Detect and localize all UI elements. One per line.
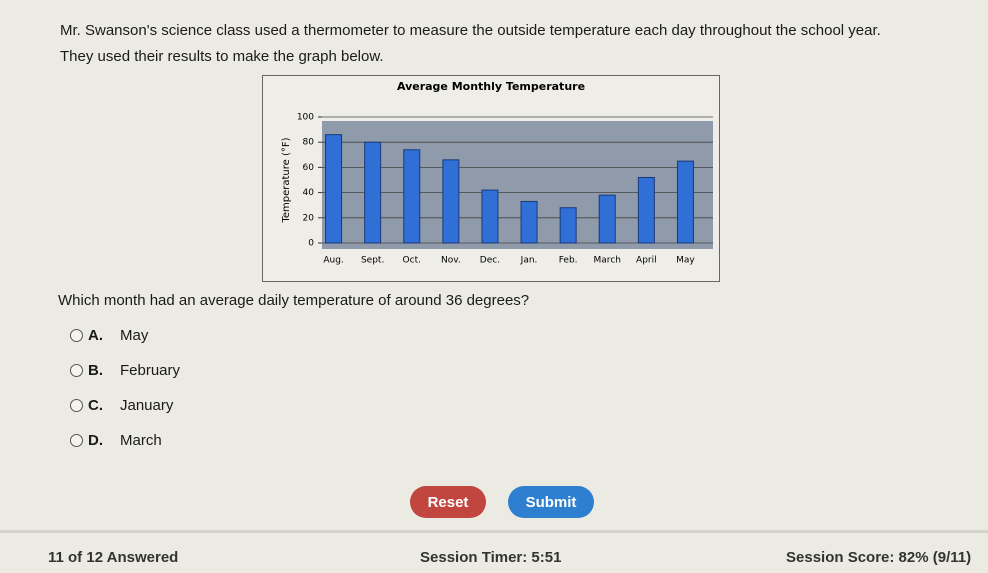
chart-title: Average Monthly Temperature xyxy=(397,80,585,93)
option-letter: B. xyxy=(88,361,103,379)
option-letter: D. xyxy=(88,431,103,449)
bar xyxy=(676,160,694,244)
y-tick-label: 100 xyxy=(297,113,314,123)
y-tick-label: 60 xyxy=(303,163,315,173)
option-text: May xyxy=(120,326,149,344)
bar xyxy=(364,141,382,244)
y-tick-label: 80 xyxy=(303,138,315,148)
answer-option[interactable]: C. January xyxy=(70,395,173,415)
x-tick-label: April xyxy=(636,256,657,266)
x-tick-label: Dec. xyxy=(480,256,500,266)
submit-button[interactable]: Submit xyxy=(508,486,594,518)
y-tick-label: 0 xyxy=(308,239,314,249)
bar xyxy=(598,194,616,244)
answered-count: 11 of 12 Answered xyxy=(48,549,179,566)
x-tick-label: Nov. xyxy=(441,256,461,266)
bar xyxy=(325,134,343,244)
chart: Average Monthly Temperature Temperature … xyxy=(262,75,720,282)
answer-option[interactable]: D. March xyxy=(70,430,162,450)
y-tick-label: 40 xyxy=(303,188,315,198)
x-tick-label: Sept. xyxy=(361,256,384,266)
radio-button[interactable] xyxy=(70,328,83,342)
bar xyxy=(637,176,655,244)
x-tick-label: Oct. xyxy=(403,256,421,266)
x-tick-label: Jan. xyxy=(520,256,538,266)
x-tick-label: Feb. xyxy=(559,256,578,266)
option-letter: A. xyxy=(88,326,103,344)
radio-button[interactable] xyxy=(70,363,83,377)
option-letter: C. xyxy=(88,396,103,414)
session-timer: Session Timer: 5:51 xyxy=(420,549,562,566)
bar xyxy=(403,149,421,244)
question-intro: Mr. Swanson's science class used a therm… xyxy=(60,22,881,39)
session-score: Session Score: 82% (9/11) xyxy=(786,549,972,566)
bar xyxy=(481,189,499,244)
x-tick-label: Aug. xyxy=(323,256,343,266)
answer-option[interactable]: B. February xyxy=(70,360,180,380)
x-tick-label: May xyxy=(676,256,695,266)
question: Which month had an average daily tempera… xyxy=(58,292,530,309)
option-text: March xyxy=(120,431,162,449)
y-tick-label: 20 xyxy=(303,213,315,223)
footer-divider xyxy=(0,530,988,533)
bar xyxy=(559,207,577,244)
reset-button[interactable]: Reset xyxy=(410,486,486,518)
question-intro: They used their results to make the grap… xyxy=(60,48,384,65)
option-text: February xyxy=(120,361,181,379)
y-axis-label: Temperature (°F) xyxy=(281,137,292,223)
option-text: January xyxy=(120,396,174,414)
radio-button[interactable] xyxy=(70,398,83,412)
bar xyxy=(442,159,460,244)
bar xyxy=(520,200,538,244)
radio-button[interactable] xyxy=(70,433,83,447)
x-tick-label: March xyxy=(594,256,621,266)
answer-option[interactable]: A. May xyxy=(70,325,148,345)
